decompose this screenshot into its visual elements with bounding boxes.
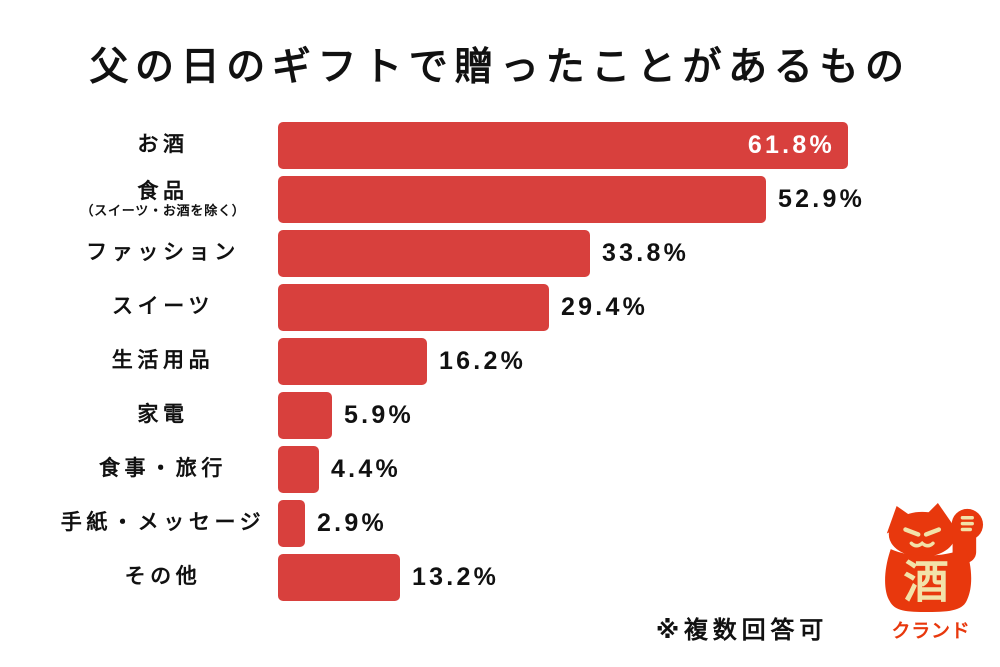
category-label-main: スイーツ	[111, 295, 215, 319]
bar-row: スイーツ 29.4%	[48, 280, 958, 334]
value-label-outside: 5.9%	[344, 400, 414, 429]
chart-title: 父の日のギフトで贈ったことがあるもの	[89, 46, 911, 89]
bar	[278, 445, 319, 493]
bar-row: 食事・旅行 4.4%	[48, 442, 958, 496]
category-label-main: 食事・旅行	[98, 457, 228, 481]
category-label-main: 食品	[137, 179, 189, 203]
bar-row: ファッション 33.8%	[48, 226, 958, 280]
bar	[278, 391, 332, 439]
bar: 61.8%	[278, 121, 848, 169]
bar-track: 13.2%	[278, 553, 958, 601]
bar	[278, 283, 549, 331]
category-label-sub: （スイーツ・お酒を除く）	[80, 202, 246, 218]
bar-track: 4.4%	[278, 445, 958, 493]
value-label-outside: 4.4%	[331, 454, 401, 483]
category-label: スイーツ	[48, 295, 278, 318]
bar-track: 29.4%	[278, 283, 958, 331]
value-label-outside: 13.2%	[412, 562, 500, 591]
bar	[278, 337, 427, 385]
bar-row: 家電 5.9%	[48, 388, 958, 442]
bar-row: その他 13.2%	[48, 550, 958, 604]
multiple-answers-note: ※複数回答可	[655, 617, 828, 644]
bar-track: 5.9%	[278, 391, 958, 439]
category-label-main: お酒	[137, 133, 189, 157]
bar-row: 手紙・メッセージ 2.9%	[48, 496, 958, 550]
category-label: お酒	[48, 133, 278, 156]
bar	[278, 499, 305, 547]
bar-chart: お酒 61.8% 食品 （スイーツ・お酒を除く） 52.9% ファッション	[48, 118, 958, 604]
category-label: 食事・旅行	[48, 457, 278, 480]
bar	[278, 175, 766, 223]
bar	[278, 229, 590, 277]
bar	[278, 553, 400, 601]
maneki-neko-cat-icon: 酒	[885, 503, 984, 612]
category-label: ファッション	[48, 241, 278, 264]
bar-track: 33.8%	[278, 229, 958, 277]
bar-track: 52.9%	[278, 175, 958, 223]
category-label: 食品 （スイーツ・お酒を除く）	[48, 180, 278, 219]
bar-track: 2.9%	[278, 499, 958, 547]
value-label-outside: 2.9%	[317, 508, 387, 537]
category-label: その他	[48, 565, 278, 588]
value-label-outside: 33.8%	[602, 238, 690, 267]
category-label-main: 手紙・メッセージ	[60, 511, 266, 535]
bar-track: 61.8%	[278, 121, 958, 169]
brand-name: クランド	[891, 621, 971, 642]
value-label-outside: 16.2%	[439, 346, 527, 375]
value-label-outside: 29.4%	[561, 292, 649, 321]
category-label: 家電	[48, 403, 278, 426]
category-label-main: 家電	[137, 403, 189, 427]
category-label-main: 生活用品	[111, 349, 215, 373]
bar-row: 生活用品 16.2%	[48, 334, 958, 388]
value-label-inside: 61.8%	[747, 130, 835, 159]
category-label-main: ファッション	[86, 241, 240, 265]
category-label: 生活用品	[48, 349, 278, 372]
bar-row: 食品 （スイーツ・お酒を除く） 52.9%	[48, 172, 958, 226]
value-label-outside: 52.9%	[778, 184, 866, 213]
category-label-main: その他	[124, 565, 202, 589]
bar-track: 16.2%	[278, 337, 958, 385]
bar-row: お酒 61.8%	[48, 118, 958, 172]
logo-kanji: 酒	[904, 557, 949, 607]
category-label: 手紙・メッセージ	[48, 511, 278, 534]
brand-logo: 酒 クランド	[872, 502, 990, 643]
